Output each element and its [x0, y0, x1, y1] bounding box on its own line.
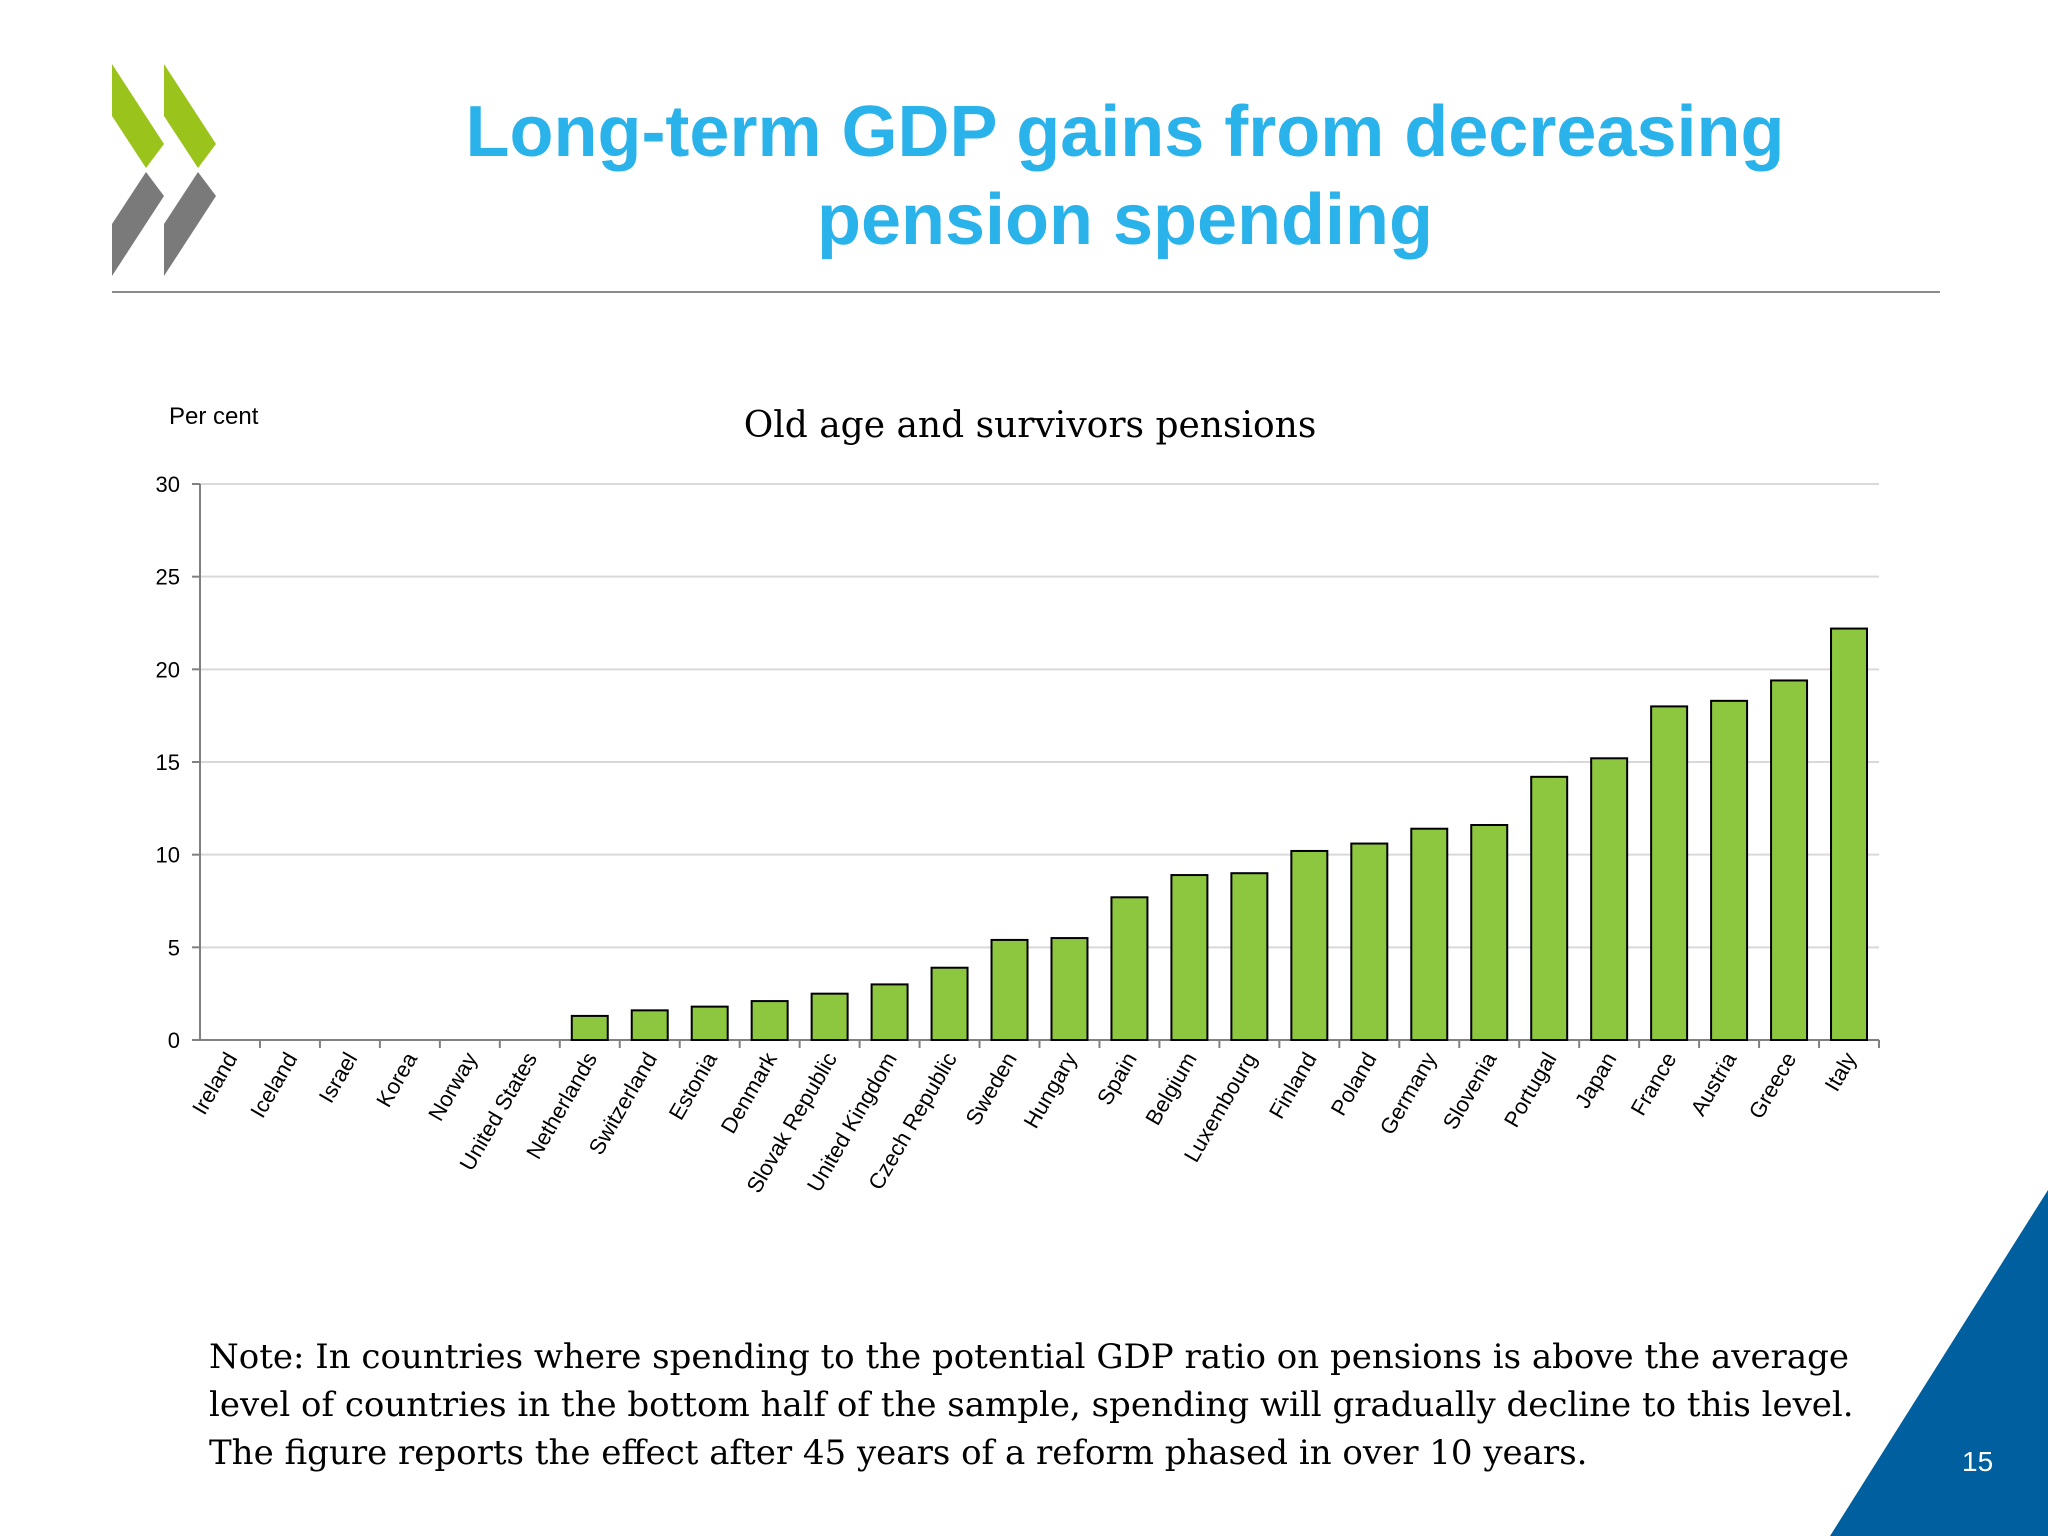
bar-united-kingdom: [870, 983, 909, 1042]
x-tick-label: Belgium: [1140, 1048, 1201, 1129]
x-tick-label: Germany: [1375, 1048, 1442, 1139]
x-tick-label: Portugal: [1499, 1048, 1562, 1131]
bar-switzerland: [630, 1009, 669, 1042]
x-tick-label: Korea: [371, 1047, 422, 1111]
logo-chevron-right-top: [164, 64, 216, 168]
bar-estonia: [690, 1005, 729, 1042]
slide-title: Long-term GDP gains from decreasing pens…: [380, 88, 1870, 264]
x-tick-label: Finland: [1264, 1048, 1322, 1123]
y-axis-label: Per cent: [169, 403, 259, 430]
bar-sweden: [990, 938, 1029, 1041]
x-tick-label: Spain: [1092, 1048, 1142, 1109]
x-tick-label: Poland: [1326, 1048, 1382, 1120]
y-tick-label: 15: [156, 750, 180, 775]
bar-chart: 0 5 10 15 20 25 30 Ireland Iceland Israel Korea Nor…: [156, 472, 1880, 1197]
x-tick-label: Hungary: [1019, 1048, 1082, 1133]
title-divider: [112, 291, 1940, 293]
bar-netherlands: [570, 1014, 609, 1042]
oecd-logo: [112, 64, 216, 276]
bar-finland: [1290, 849, 1329, 1042]
chart-title: Old age and survivors pensions: [743, 405, 1317, 446]
x-tick-label: Estonia: [664, 1047, 723, 1124]
page-number: 15: [1962, 1446, 1994, 1477]
footnote: Note: In countries where spending to the…: [209, 1333, 1854, 1477]
y-tick-label: 5: [168, 935, 180, 960]
bar-slovenia: [1470, 824, 1509, 1041]
bar-japan: [1590, 757, 1629, 1041]
bar-greece: [1770, 679, 1809, 1041]
bar-france: [1650, 705, 1689, 1042]
y-tick-label: 20: [156, 657, 180, 682]
bar-hungary: [1050, 937, 1089, 1041]
y-tick-label: 10: [156, 843, 180, 868]
logo-chevron-right-bottom: [164, 172, 216, 276]
x-tick-label: Austria: [1686, 1047, 1742, 1119]
x-tick-label: Slovenia: [1438, 1047, 1502, 1133]
slide-title-line1: Long-term GDP gains from decreasing: [465, 92, 1785, 172]
logo-chevron-left-bottom: [112, 172, 164, 276]
y-tick-label: 30: [156, 472, 180, 497]
x-tick-label: Japan: [1570, 1048, 1622, 1112]
x-tick-label: Denmark: [716, 1047, 783, 1138]
x-tick-label: France: [1626, 1048, 1682, 1120]
x-tick-label: Ireland: [187, 1048, 242, 1119]
bar-czech-republic: [930, 966, 969, 1041]
bar-belgium: [1170, 874, 1209, 1042]
bar-denmark: [750, 1000, 789, 1042]
bar-slovak-republic: [810, 992, 849, 1042]
x-tick-label: Italy: [1820, 1048, 1862, 1095]
footnote-line1: Note: In countries where spending to the…: [209, 1337, 1849, 1377]
logo-chevron-left-top: [112, 64, 164, 168]
x-tick-label: Greece: [1744, 1048, 1802, 1123]
x-tick-label: Israel: [314, 1048, 363, 1107]
y-tick-label: 0: [168, 1028, 180, 1053]
bar-luxembourg: [1230, 872, 1269, 1042]
footnote-line3: The figure reports the effect after 45 y…: [209, 1433, 1588, 1473]
bar-italy: [1830, 627, 1869, 1041]
bar-germany: [1410, 827, 1449, 1041]
bar-austria: [1710, 699, 1749, 1042]
x-tick-label: Norway: [423, 1048, 482, 1125]
slide-title-line2: pension spending: [816, 180, 1433, 260]
bar-portugal: [1530, 775, 1569, 1041]
x-tick-label: Sweden: [960, 1048, 1021, 1129]
footnote-line2: level of countries in the bottom half of…: [209, 1385, 1854, 1425]
corner-triangle: [1830, 1190, 2048, 1536]
bar-spain: [1110, 896, 1149, 1041]
bar-poland: [1350, 842, 1389, 1042]
y-tick-label: 25: [156, 565, 180, 590]
x-tick-label: Iceland: [245, 1048, 302, 1122]
